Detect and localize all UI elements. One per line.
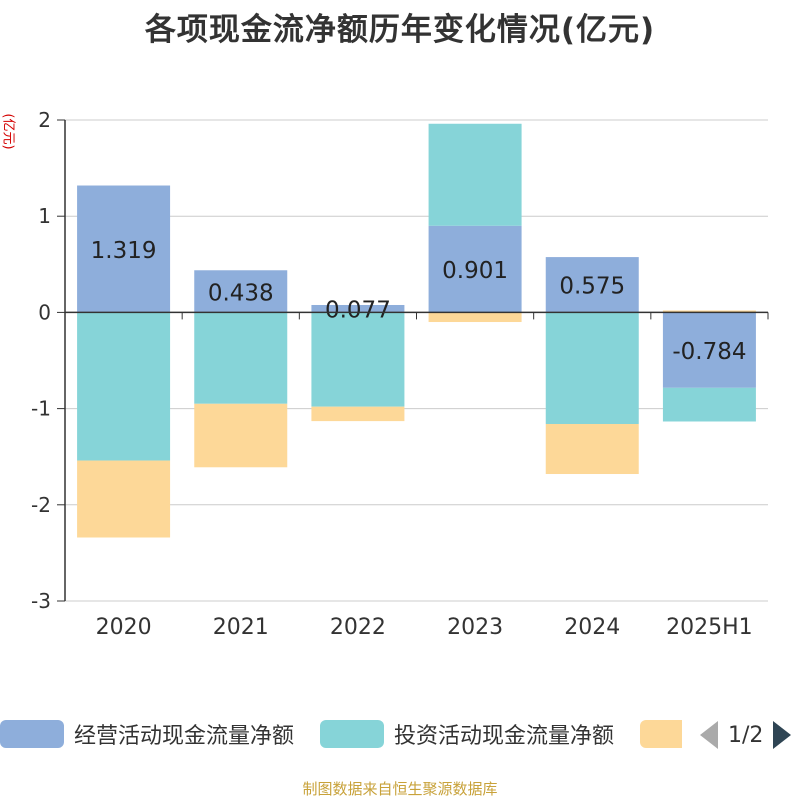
bar-筹资活动现金流量净额-2024 xyxy=(545,423,639,475)
legend-item-financing[interactable] xyxy=(640,714,682,754)
bar-筹资活动现金流量净额-2020 xyxy=(77,460,171,538)
cash-flow-chart: 2 1 0 -1 -2 -3 1.319 0.438 0.077 0.901 0.575 -0.784… xyxy=(31,108,769,640)
y-tick-label: 0 xyxy=(38,300,51,324)
x-tick-label: 2025H1 xyxy=(666,615,753,640)
bar-投资活动现金流量净额-2021 xyxy=(194,312,288,404)
legend-label: 经营活动现金流量净额 xyxy=(74,724,295,749)
x-tick-label: 2020 xyxy=(96,615,152,640)
x-tick-label: 2021 xyxy=(213,615,269,640)
data-label: 0.901 xyxy=(442,258,508,284)
pager-prev-icon[interactable] xyxy=(700,721,718,749)
bar-投资活动现金流量净额-2020 xyxy=(77,312,171,461)
legend-swatch xyxy=(320,720,384,748)
bar-投资活动现金流量净额-2025H1 xyxy=(662,387,756,422)
data-label: 0.575 xyxy=(559,274,625,300)
data-label: 1.319 xyxy=(91,238,157,264)
legend: 经营活动现金流量净额 投资活动现金流量净额 xyxy=(0,714,800,754)
y-tick-label: 2 xyxy=(38,108,51,132)
y-tick-label: 1 xyxy=(38,204,51,228)
bar-投资活动现金流量净额-2022 xyxy=(311,312,405,407)
x-tick-label: 2024 xyxy=(564,615,620,640)
legend-swatch xyxy=(640,720,682,748)
bar-经营活动现金流量净额-2023 xyxy=(428,225,522,313)
legend-pager: 1/2 xyxy=(700,718,792,752)
bar-投资活动现金流量净额-2024 xyxy=(545,312,639,424)
bar-经营活动现金流量净额-2024 xyxy=(545,257,639,313)
pager-text: 1/2 xyxy=(728,722,764,748)
bar-经营活动现金流量净额-2025H1 xyxy=(662,312,756,388)
y-tick-label: -3 xyxy=(31,589,51,613)
chart-title: 各项现金流净额历年变化情况(亿元) xyxy=(144,12,656,48)
legend-swatch xyxy=(0,720,64,748)
legend-item-operating[interactable]: 经营活动现金流量净额 xyxy=(0,714,294,754)
bar-筹资活动现金流量净额-2023 xyxy=(428,312,522,323)
bar-筹资活动现金流量净额-2021 xyxy=(194,403,288,468)
bar-投资活动现金流量净额-2023 xyxy=(428,123,522,226)
y-tick-label: -1 xyxy=(31,397,51,421)
data-source: 制图数据来自恒生聚源数据库 xyxy=(302,780,498,798)
bar-经营活动现金流量净额-2022 xyxy=(311,304,405,313)
bar-经营活动现金流量净额-2020 xyxy=(77,185,171,313)
x-tick-label: 2022 xyxy=(330,615,386,640)
pager-next-icon[interactable] xyxy=(773,721,792,749)
bar-经营活动现金流量净额-2021 xyxy=(194,270,288,313)
legend-label: 投资活动现金流量净额 xyxy=(394,724,615,749)
bar-筹资活动现金流量净额-2022 xyxy=(311,406,405,422)
y-tick-label: -2 xyxy=(31,493,51,517)
bar-筹资活动现金流量净额-2025H1 xyxy=(662,310,756,313)
x-tick-label: 2023 xyxy=(447,615,503,640)
data-label: 0.438 xyxy=(208,280,274,306)
legend-item-investing[interactable]: 投资活动现金流量净额 xyxy=(320,714,614,754)
data-label: -0.784 xyxy=(672,339,746,365)
data-label: 0.077 xyxy=(325,298,391,324)
